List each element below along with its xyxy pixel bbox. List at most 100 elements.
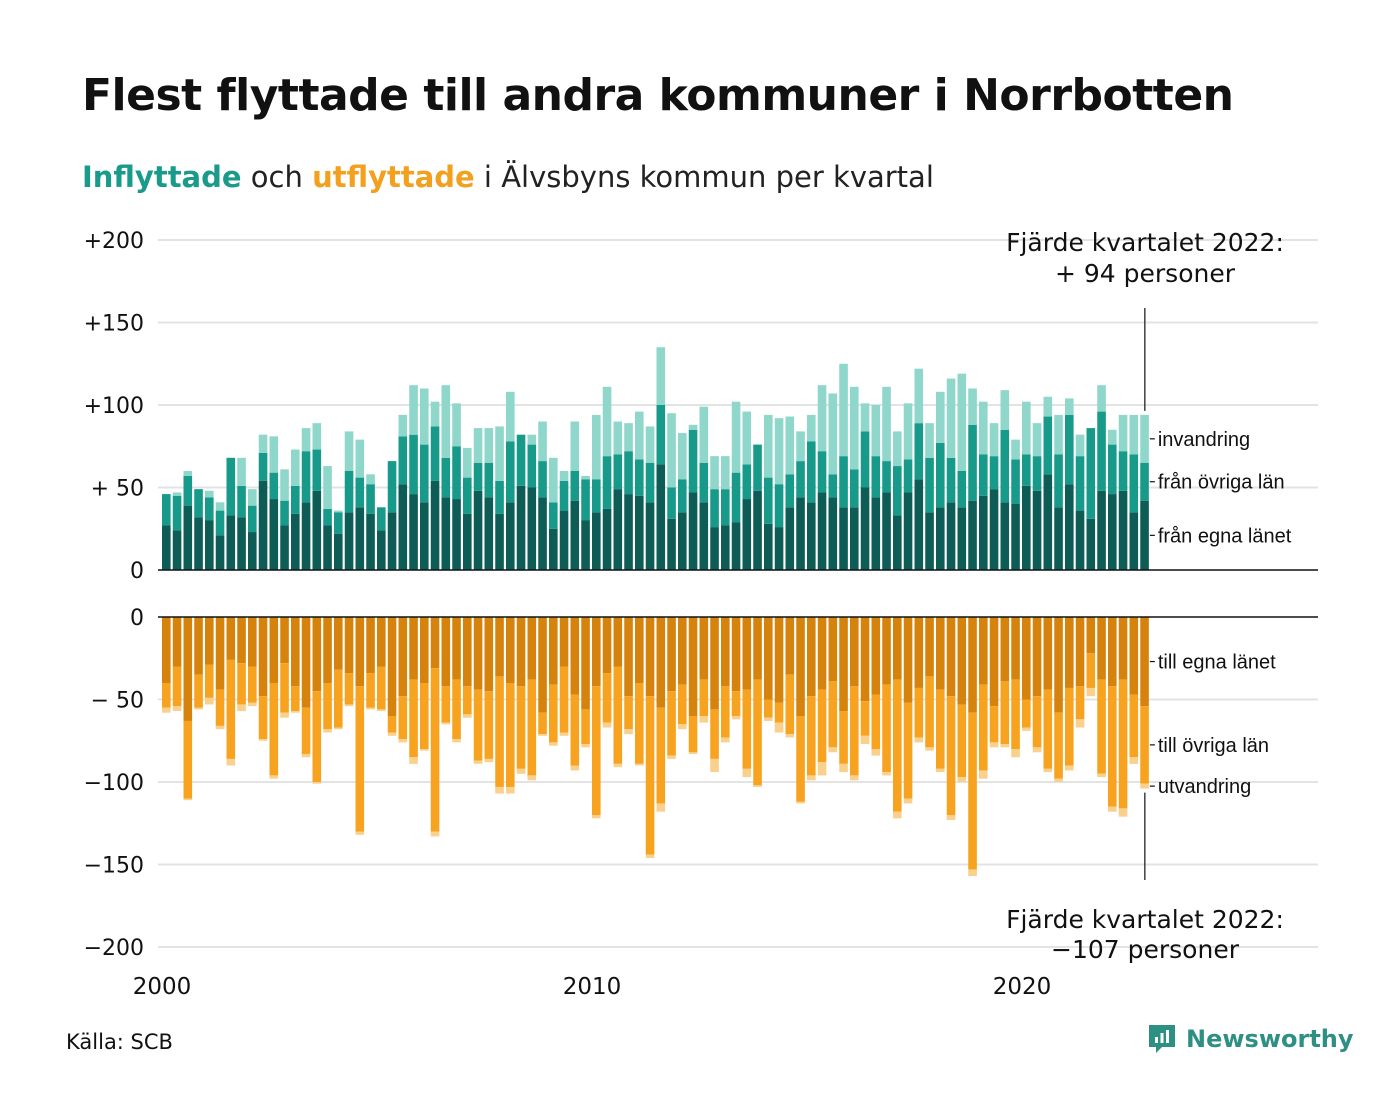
outflow-bar-segment bbox=[785, 674, 795, 735]
outflow-bar-segment bbox=[366, 673, 375, 708]
inflow-bar-segment bbox=[377, 507, 386, 531]
outflow-bar-segment bbox=[699, 617, 709, 680]
inflow-bar-segment bbox=[989, 423, 999, 457]
inflow-bar-segment bbox=[613, 421, 623, 455]
outflow-bar-segment bbox=[903, 617, 913, 703]
inflow-bar-segment bbox=[441, 457, 451, 498]
outflow-bar-segment bbox=[688, 716, 698, 753]
inflow-bar-segment bbox=[839, 507, 848, 570]
top-annotation-heading: Fjärde kvartalet 2022: bbox=[1006, 228, 1284, 257]
outflow-bar-segment bbox=[839, 711, 848, 764]
top-y-tick-label: +100 bbox=[84, 394, 144, 419]
inflow-bar-segment bbox=[172, 530, 182, 570]
outflow-bar-segment bbox=[989, 742, 999, 748]
inflow-bar-segment bbox=[1108, 429, 1117, 445]
inflow-bar-segment bbox=[860, 431, 870, 488]
outflow-bar-segment bbox=[893, 811, 902, 819]
outflow-bar-segment bbox=[860, 701, 870, 736]
outflow-bar-segment bbox=[248, 702, 257, 707]
outflow-bar-segment bbox=[688, 752, 698, 754]
outflow-bar-segment bbox=[1043, 768, 1053, 773]
inflow-bar-segment bbox=[398, 436, 408, 485]
inflow-bar-segment bbox=[183, 505, 193, 570]
outflow-bar-segment bbox=[936, 689, 945, 769]
inflow-bar-segment bbox=[420, 502, 429, 570]
inflow-bar-segment bbox=[549, 528, 558, 570]
outflow-bar-segment bbox=[968, 712, 977, 870]
outflow-bar-segment bbox=[280, 663, 289, 713]
label-layer: 0 + 50 +100 +150 +200 0 − 50 −100 −150 −200 2000 20… bbox=[84, 228, 1318, 1000]
outflow-series-label: till övriga län bbox=[1158, 735, 1269, 757]
outflow-bar-segment bbox=[774, 722, 784, 733]
outflow-bar-segment bbox=[839, 763, 848, 773]
outflow-bar-segment bbox=[817, 762, 827, 776]
subtitle-out-word: utflyttade bbox=[312, 160, 475, 194]
top-y-tick-label: +150 bbox=[84, 312, 144, 337]
outflow-bar-segment bbox=[613, 763, 623, 768]
outflow-bar-segment bbox=[817, 617, 827, 690]
inflow-bar-segment bbox=[258, 434, 268, 453]
outflow-bar-segment bbox=[495, 786, 504, 794]
inflow-bar-segment bbox=[1108, 444, 1117, 495]
inflow-bar-segment bbox=[592, 479, 601, 513]
outflow-bar-segment bbox=[957, 704, 967, 778]
inflow-bar-segment bbox=[667, 518, 676, 570]
outflow-bar-segment bbox=[463, 714, 472, 718]
inflow-bar-segment bbox=[807, 414, 816, 442]
outflow-bar-segment bbox=[484, 617, 494, 692]
outflow-bar-segment bbox=[473, 760, 483, 764]
inflow-bar-segment bbox=[721, 525, 730, 570]
inflow-bar-segment bbox=[957, 507, 967, 570]
inflow-bar-segment bbox=[1108, 494, 1117, 570]
outflow-bar-segment bbox=[893, 617, 902, 680]
inflow-bar-segment bbox=[506, 502, 515, 570]
outflow-bar-segment bbox=[667, 617, 676, 692]
outflow-bar-segment bbox=[280, 617, 289, 664]
inflow-bar-segment bbox=[1140, 500, 1149, 570]
outflow-bar-segment bbox=[1108, 806, 1117, 812]
outflow-bar-segment bbox=[936, 768, 945, 773]
outflow-bar-segment bbox=[237, 617, 246, 664]
outflow-bar-segment bbox=[269, 775, 279, 779]
outflow-bar-segment bbox=[656, 617, 666, 708]
inflow-bar-segment bbox=[1065, 484, 1074, 570]
inflow-bar-segment bbox=[796, 497, 805, 570]
inflow-bar-segment bbox=[742, 499, 752, 570]
outflow-bar-segment bbox=[506, 683, 515, 787]
outflow-bar-segment bbox=[645, 617, 655, 697]
inflow-bar-segment bbox=[871, 456, 881, 498]
outflow-bar-segment bbox=[172, 617, 182, 667]
outflow-bar-segment bbox=[742, 617, 752, 690]
outflow-bar-segment bbox=[753, 785, 762, 787]
outflow-bar-segment bbox=[581, 617, 590, 710]
inflow-bar-segment bbox=[495, 513, 504, 570]
outflow-bar-segment bbox=[516, 686, 526, 769]
outflow-bar-segment bbox=[678, 684, 687, 725]
outflow-bar-segment bbox=[796, 716, 805, 802]
outflow-bar-segment bbox=[226, 758, 236, 766]
inflow-bar-segment bbox=[839, 456, 848, 508]
inflow-bar-segment bbox=[817, 451, 827, 493]
inflow-bar-segment bbox=[473, 428, 483, 463]
outflow-bar-segment bbox=[291, 617, 300, 687]
inflow-bar-segment bbox=[882, 461, 891, 493]
outflow-bar-segment bbox=[226, 659, 236, 759]
inflow-bar-segment bbox=[516, 485, 526, 570]
inflow-bar-segment bbox=[430, 401, 440, 427]
outflow-bar-segment bbox=[1011, 679, 1020, 749]
inflow-bar-segment bbox=[678, 512, 687, 570]
outflow-bar-segment bbox=[527, 617, 537, 680]
inflow-bar-segment bbox=[291, 485, 300, 514]
outflow-bar-segment bbox=[850, 686, 859, 776]
inflow-bar-segment bbox=[1000, 502, 1010, 570]
outflow-bar-segment bbox=[205, 664, 214, 698]
inflow-bar-segment bbox=[688, 424, 698, 430]
inflow-bar-segment bbox=[205, 490, 214, 498]
outflow-bar-segment bbox=[1097, 679, 1106, 774]
bottom-y-tick-label: −150 bbox=[84, 854, 144, 879]
outflow-bar-segment bbox=[1140, 783, 1149, 789]
inflow-bar-segment bbox=[688, 492, 698, 570]
inflow-bar-segment bbox=[1011, 439, 1020, 460]
outflow-bar-segment bbox=[914, 737, 924, 743]
outflow-bar-segment bbox=[1043, 617, 1053, 690]
